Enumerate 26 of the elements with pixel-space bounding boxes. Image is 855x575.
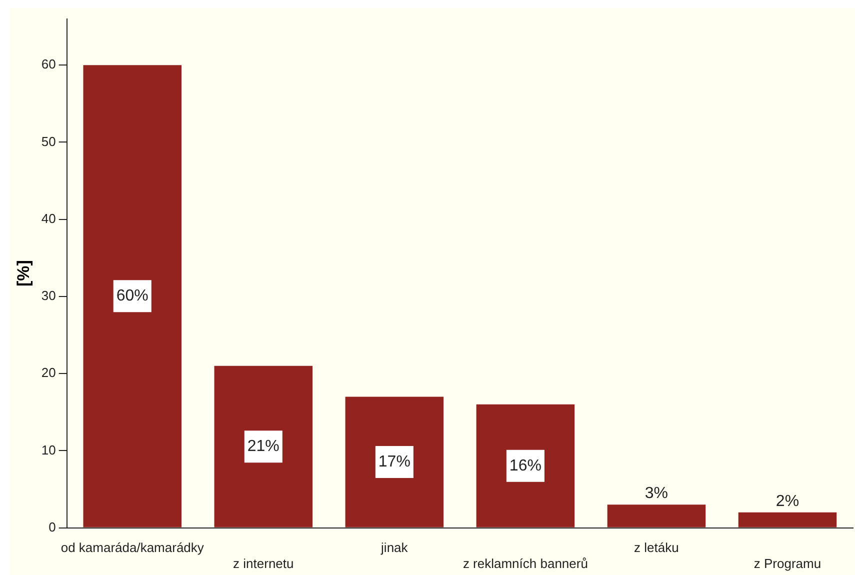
y-tick-label: 60 <box>41 56 56 72</box>
x-tick-label: jinak <box>380 540 408 556</box>
y-tick-label: 50 <box>41 134 56 149</box>
y-tick-label: 10 <box>41 442 56 458</box>
bar <box>214 366 313 528</box>
x-tick-label: z Programu <box>754 556 822 571</box>
y-tick-label: 20 <box>41 365 56 380</box>
y-axis-title: [%] <box>14 260 33 287</box>
data-label: 16% <box>509 457 542 474</box>
x-tick-label: z reklamních bannerů <box>462 556 588 571</box>
x-tick-label: od kamaráda/kamarádky <box>60 540 204 556</box>
bar <box>83 65 182 528</box>
y-tick-label: 40 <box>41 210 56 226</box>
data-label: 21% <box>247 438 280 455</box>
y-tick-label: 30 <box>41 288 56 304</box>
data-label: 60% <box>116 288 148 305</box>
bar <box>738 512 837 528</box>
x-tick-label: z internetu <box>233 556 294 571</box>
bar <box>476 404 575 528</box>
bar <box>607 504 706 528</box>
y-tick-label: 0 <box>48 519 56 534</box>
data-label: 2% <box>776 492 800 510</box>
x-tick-label: z letáku <box>634 540 679 556</box>
bar <box>345 396 444 528</box>
data-label: 3% <box>644 485 668 502</box>
data-label: 17% <box>378 453 410 470</box>
